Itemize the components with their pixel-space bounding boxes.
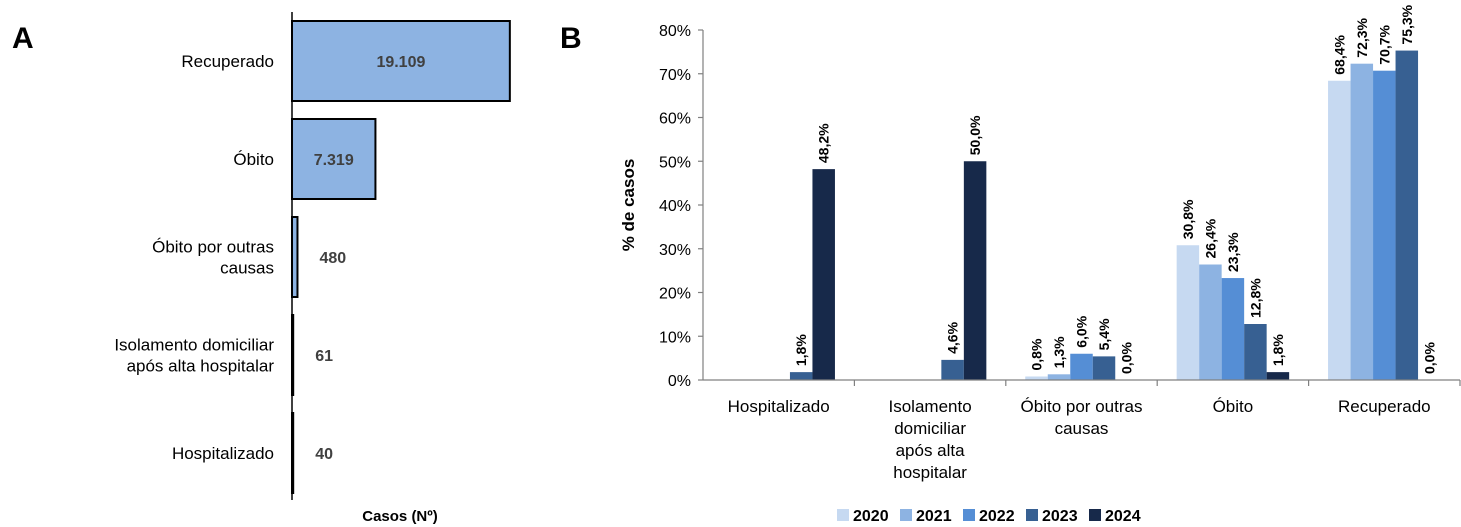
category-label-b-3: Óbito: [1213, 397, 1254, 416]
category-label-a-3: Isolamento domiciliar após alta hospitala…: [114, 336, 274, 376]
data-label-b-2024-0: 48,2%: [816, 123, 832, 163]
category-label-a-1: Óbito: [233, 150, 274, 169]
legend-label-2023: 2023: [1042, 508, 1078, 525]
bar-b-2023-2: [1092, 356, 1116, 380]
axis-label-a-x: Casos (Nº): [362, 508, 438, 525]
ytick-label-b-7: 70%: [659, 67, 691, 84]
data-label-a-3: 61: [315, 348, 333, 365]
bar-b-2023-4: [1395, 50, 1419, 380]
data-label-b-2024-2: 0,0%: [1119, 342, 1135, 374]
ytick-label-b-3: 30%: [659, 242, 691, 259]
data-label-b-2023-4: 75,3%: [1399, 4, 1415, 44]
legend-label-2020: 2020: [853, 508, 889, 525]
bar-b-2020-2: [1025, 376, 1048, 380]
ytick-label-b-2: 20%: [659, 286, 691, 303]
bar-b-2021-2: [1047, 374, 1071, 380]
chart-a-horizontal-bar: Recuperado 19.109 Óbito 7.319 Óbito por outr…: [114, 12, 511, 525]
bar-b-2022-4: [1373, 70, 1396, 380]
legend-swatch-2023: [1026, 509, 1038, 521]
data-label-b-2020-3: 30,8%: [1180, 199, 1196, 239]
legend-swatch-2020: [837, 509, 849, 521]
bar-b-2020-3: [1176, 245, 1200, 380]
category-label-a-2: Óbito por outras causas: [152, 238, 274, 278]
data-label-b-2023-1: 4,6%: [945, 321, 961, 353]
bar-b-2021-3: [1199, 264, 1222, 380]
bar-b-2023-3: [1244, 324, 1267, 380]
data-label-b-2023-0: 1,8%: [793, 334, 809, 366]
panel-label-a: A: [12, 22, 34, 55]
bar-b-2024-3: [1266, 372, 1290, 380]
panel-label-b: B: [560, 22, 582, 55]
category-label-a-0: Recuperado: [181, 52, 274, 71]
ytick-label-b-6: 60%: [659, 111, 691, 128]
data-label-b-2020-4: 68,4%: [1331, 35, 1347, 75]
bar-b-2020-4: [1328, 80, 1351, 380]
category-label-b-1: Isolamento domiciliar após alta hospitalar: [889, 397, 972, 482]
data-label-b-2022-4: 70,7%: [1376, 24, 1392, 64]
ytick-label-b-5: 50%: [659, 154, 691, 171]
axis-label-b-y: % de casos: [619, 159, 638, 252]
ytick-label-b-0: 0%: [668, 373, 691, 390]
data-label-b-2024-3: 1,8%: [1270, 334, 1286, 366]
legend-swatch-2022: [963, 509, 975, 521]
data-label-a-0: 19.109: [376, 54, 425, 71]
data-label-b-2020-2: 0,8%: [1029, 338, 1045, 370]
legend-swatch-2024: [1089, 509, 1101, 521]
legend-label-2022: 2022: [979, 508, 1015, 525]
data-label-b-2024-1: 50,0%: [967, 115, 983, 155]
legend-label-2021: 2021: [916, 508, 952, 525]
data-label-b-2022-2: 6,0%: [1074, 315, 1090, 347]
bar-b-2022-2: [1070, 353, 1093, 380]
data-label-b-2021-4: 72,3%: [1354, 17, 1370, 57]
data-label-a-1: 7.319: [314, 152, 354, 169]
category-label-b-0: Hospitalizado: [728, 397, 830, 416]
data-label-b-2021-3: 26,4%: [1202, 218, 1218, 258]
data-label-b-2021-2: 1,3%: [1051, 336, 1067, 368]
bar-b-2024-1: [963, 161, 987, 380]
category-label-b-4: Recuperado: [1338, 397, 1431, 416]
category-label-b-2: Óbito por outras causas: [1021, 397, 1143, 438]
bar-b-2022-3: [1221, 278, 1245, 380]
bar-b-2023-1: [941, 359, 964, 380]
legend-label-2024: 2024: [1105, 508, 1141, 525]
bar-b-2024-0: [812, 169, 835, 380]
bar-a-1: [291, 118, 377, 200]
ytick-label-b-8: 80%: [659, 23, 691, 40]
data-label-a-2: 480: [319, 250, 346, 267]
ytick-label-b-4: 40%: [659, 198, 691, 215]
bar-a-0: [291, 20, 511, 102]
data-label-a-4: 40: [315, 446, 333, 463]
ytick-label-b-1: 10%: [659, 329, 691, 346]
legend-swatch-2021: [900, 509, 912, 521]
data-label-b-2023-2: 5,4%: [1096, 318, 1112, 350]
bar-b-2023-0: [789, 372, 813, 380]
data-label-b-2022-3: 23,3%: [1225, 232, 1241, 272]
data-label-b-2023-3: 12,8%: [1247, 278, 1263, 318]
data-label-b-2024-4: 0,0%: [1421, 342, 1437, 374]
category-label-a-4: Hospitalizado: [172, 444, 274, 463]
bar-b-2021-4: [1350, 63, 1374, 380]
